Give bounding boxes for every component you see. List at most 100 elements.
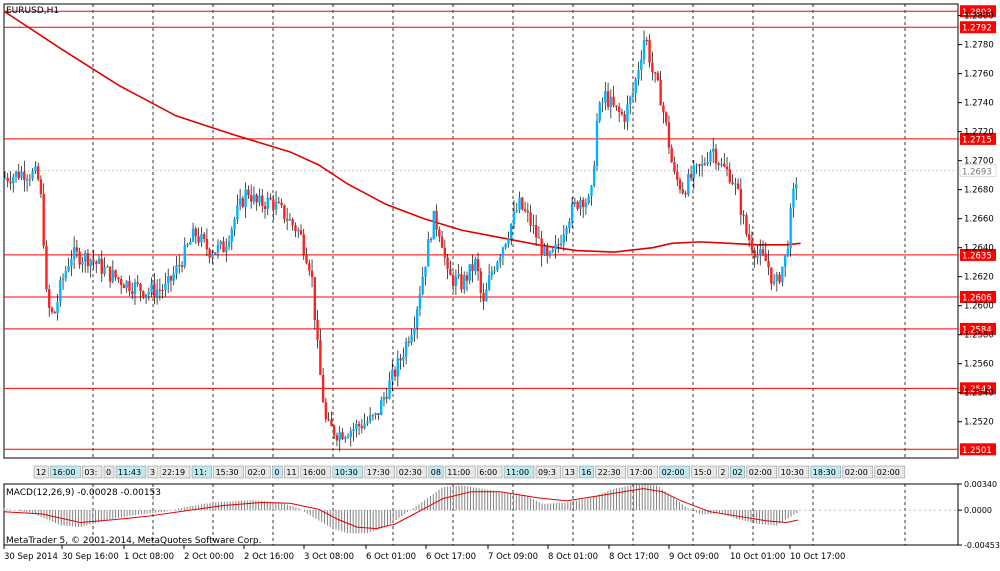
session-tag: 11:00	[447, 468, 470, 477]
bear-candle	[761, 249, 765, 254]
bull-candle	[795, 184, 798, 189]
bear-candle	[277, 201, 281, 203]
bull-candle	[70, 259, 73, 267]
bear-candle	[42, 194, 45, 246]
bear-candle	[45, 245, 48, 290]
bull-candle	[720, 163, 723, 166]
bear-candle	[283, 205, 286, 220]
bear-candle	[114, 270, 117, 278]
level-price-box	[960, 248, 996, 261]
bull-candle	[507, 238, 510, 244]
time-tick-label: 8 Oct 01:00	[548, 552, 598, 562]
bull-candle	[230, 229, 234, 242]
bear-candle	[399, 358, 402, 361]
session-tag: 02	[732, 468, 742, 477]
bull-candle	[695, 164, 698, 166]
session-tag: 15:30	[216, 468, 239, 477]
bull-candle	[64, 270, 68, 279]
session-tag-box	[50, 465, 81, 479]
bear-candle	[526, 210, 530, 213]
bear-candle	[139, 283, 142, 292]
bull-candle	[67, 266, 70, 271]
bear-candle	[202, 234, 206, 239]
bear-candle	[249, 195, 253, 202]
bear-candle	[745, 215, 748, 235]
bull-candle	[432, 210, 435, 240]
bull-candle	[772, 280, 776, 284]
bear-candle	[119, 279, 123, 285]
session-tag-box	[115, 465, 147, 479]
bear-candle	[731, 182, 734, 184]
bear-candle	[6, 177, 9, 182]
session-tag-box	[578, 465, 594, 479]
price-tick-label: 1.2800	[964, 12, 994, 22]
bear-candle	[664, 112, 668, 123]
session-tag: 0	[106, 468, 111, 477]
bull-candle	[391, 369, 394, 381]
bear-candle	[357, 423, 361, 427]
bear-candle	[222, 241, 225, 253]
session-tag: 02:30	[399, 468, 422, 477]
bull-candle	[352, 429, 355, 431]
time-tick-label: 7 Oct 09:00	[488, 552, 538, 562]
main-frame	[3, 3, 959, 459]
time-tick-label: 10 Oct 01:00	[730, 552, 785, 562]
bear-candle	[136, 282, 139, 284]
bull-candle	[164, 283, 167, 291]
price-tick-label: 1.2540	[964, 389, 994, 399]
bull-candle	[172, 273, 175, 281]
bear-candle	[476, 259, 480, 272]
level-price-box	[960, 21, 996, 34]
session-tag-box	[272, 465, 283, 479]
moving-average-line	[3, 10, 801, 253]
session-tag: 02:00	[662, 468, 685, 477]
bear-candle	[703, 163, 707, 165]
bull-candle	[166, 276, 170, 284]
bull-candle	[692, 165, 696, 179]
bear-candle	[158, 289, 162, 291]
macd-tick-label: -0.00453	[964, 541, 1000, 550]
time-tick-label: 2 Oct 00:00	[184, 552, 234, 562]
level-price-label: 1.2543	[962, 385, 992, 395]
bull-candle	[371, 414, 375, 416]
bull-candle	[706, 162, 709, 164]
bull-candle	[485, 289, 488, 302]
bear-candle	[443, 247, 447, 258]
bear-candle	[651, 62, 654, 73]
bull-candle	[368, 415, 372, 422]
session-tag-box	[245, 465, 271, 479]
bear-candle	[255, 194, 258, 203]
bear-candle	[471, 264, 474, 272]
level-price-label: 1.2715	[962, 135, 992, 145]
bear-candle	[429, 239, 433, 241]
session-tag: 13	[565, 468, 575, 477]
session-tag-box	[627, 465, 658, 479]
bull-candle	[266, 197, 269, 210]
bear-candle	[521, 197, 524, 210]
bull-candle	[12, 176, 15, 184]
bear-candle	[753, 250, 756, 258]
bear-candle	[341, 432, 344, 440]
level-price-box	[960, 132, 996, 145]
bull-candle	[637, 69, 640, 80]
bull-candle	[186, 244, 189, 246]
bear-candle	[770, 267, 773, 284]
horizontal-levels: 1.28031.27921.27151.26351.26061.25841.25…	[4, 5, 996, 456]
bear-candle	[482, 292, 485, 302]
bear-candle	[208, 249, 211, 258]
bear-candle	[393, 369, 397, 377]
time-tick-label: 3 Oct 08:00	[304, 552, 354, 562]
bear-candle	[131, 291, 134, 295]
bear-candle	[648, 40, 651, 63]
bear-candle	[319, 339, 322, 375]
bear-candle	[540, 238, 543, 256]
session-tag-box	[718, 465, 729, 479]
bear-candle	[736, 183, 740, 189]
session-tag: 12	[36, 468, 46, 477]
bull-candle	[150, 283, 153, 292]
bear-candle	[50, 307, 54, 312]
session-tag-box	[595, 465, 626, 479]
current-price-label: 1.2693	[962, 167, 992, 177]
